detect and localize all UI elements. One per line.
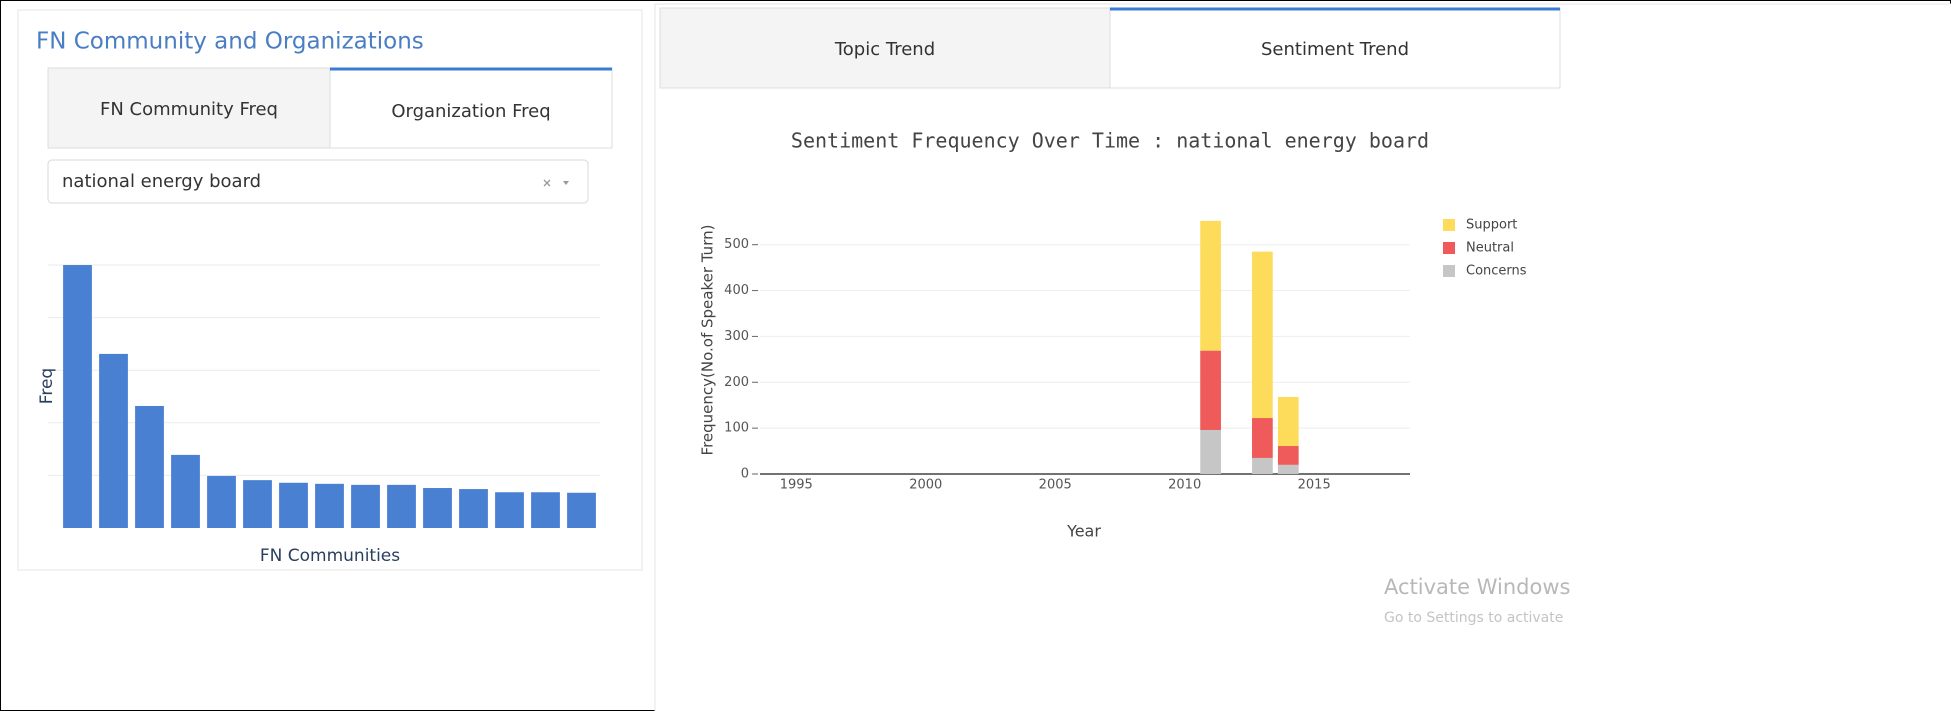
x-tick-label: 2000 — [909, 478, 942, 493]
bar — [279, 482, 308, 528]
bar-segment — [1252, 418, 1273, 458]
x-axis-label: FN Communities — [260, 546, 400, 566]
tab-active[interactable] — [329, 67, 613, 149]
bar — [135, 405, 164, 528]
y-tick-label: 500 — [724, 237, 749, 252]
bar — [99, 353, 128, 528]
bar — [531, 492, 560, 528]
y-tick-label: 0 — [741, 467, 749, 482]
chart-title: Sentiment Frequency Over Time : national… — [791, 129, 1429, 153]
tab[interactable] — [659, 7, 1111, 89]
bar — [423, 488, 452, 528]
tab-label[interactable]: FN Community Freq — [100, 99, 278, 120]
tab-label[interactable]: Sentiment Trend — [1261, 39, 1409, 60]
bar-segment — [1277, 464, 1299, 474]
panel-title: FN Community and Organizations — [36, 29, 424, 55]
y-axis-label: Freq — [37, 368, 57, 404]
bar — [63, 265, 92, 528]
x-tick-label: 2010 — [1168, 478, 1201, 493]
legend-swatch — [1443, 242, 1455, 254]
bar — [387, 484, 416, 528]
bar-segment — [1277, 446, 1299, 465]
right-panel — [654, 3, 1951, 711]
x-tick-label: 2015 — [1298, 478, 1331, 493]
left-chart: FN Communities Freq — [37, 264, 600, 566]
right-chart: Sentiment Frequency Over Time : national… — [699, 129, 1527, 541]
legend-swatch — [1443, 219, 1455, 231]
bar — [243, 480, 272, 528]
tab-active[interactable] — [1109, 7, 1561, 89]
y-tick-label: 200 — [724, 375, 749, 390]
dropdown[interactable] — [47, 159, 589, 204]
x-tick-label: 1995 — [780, 478, 813, 493]
y-tick-label: 100 — [724, 421, 749, 436]
tab-label[interactable]: Topic Trend — [834, 39, 935, 60]
bar-segment — [1200, 220, 1221, 351]
y-tick-label: 400 — [724, 283, 749, 298]
bar-segment — [1277, 396, 1299, 447]
watermark-title: Activate Windows — [1384, 575, 1570, 599]
bar-segment — [1200, 429, 1221, 474]
bar — [459, 489, 488, 528]
x-tick-label: 2005 — [1039, 478, 1072, 493]
tab-label[interactable]: Organization Freq — [391, 101, 550, 122]
x-axis-label: Year — [1066, 522, 1101, 541]
clear-icon[interactable] — [543, 179, 551, 187]
bar-segment — [1252, 251, 1273, 419]
bar — [351, 484, 380, 528]
y-tick-label: 300 — [724, 329, 749, 344]
bar — [495, 492, 524, 528]
y-axis-label: Frequency(No.of Speaker Turn) — [699, 225, 717, 456]
bar — [567, 492, 596, 528]
bar-segment — [1252, 457, 1273, 474]
bar — [207, 475, 236, 528]
bar — [315, 483, 344, 528]
caret-icon[interactable] — [563, 181, 569, 185]
tab[interactable] — [47, 67, 331, 149]
legend-label: Neutral — [1466, 241, 1514, 256]
watermark-subtitle: Go to Settings to activate — [1384, 610, 1563, 626]
dropdown-value: national energy board — [62, 171, 261, 192]
bar — [171, 454, 200, 528]
legend-swatch — [1443, 265, 1455, 277]
legend-label: Concerns — [1466, 264, 1527, 279]
legend-label: Support — [1466, 218, 1517, 233]
bar-segment — [1200, 350, 1221, 430]
